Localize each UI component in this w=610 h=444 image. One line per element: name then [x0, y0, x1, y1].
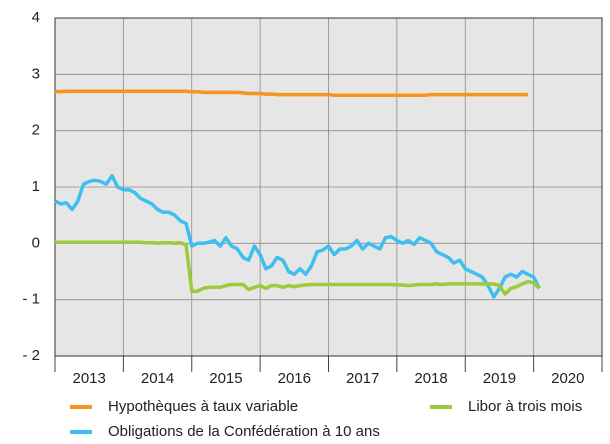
- x-tick-label: 2013: [73, 370, 106, 387]
- y-tick-label: 2: [32, 122, 40, 139]
- series-line: [55, 240, 541, 296]
- x-tick-label: 2018: [414, 370, 447, 387]
- x-tick-label: 2016: [278, 370, 311, 387]
- y-tick-label: 3: [32, 65, 40, 82]
- legend-label: Libor à trois mois: [468, 398, 582, 415]
- x-tick-label: 2017: [346, 370, 379, 387]
- legend-label: Obligations de la Confédération à 10 ans: [108, 423, 380, 440]
- y-tick-label: 4: [32, 9, 40, 26]
- y-tick-label: 0: [32, 234, 40, 251]
- x-tick-label: 2015: [209, 370, 242, 387]
- series-line: [54, 173, 541, 299]
- y-tick-label: - 2: [22, 347, 40, 364]
- plot-border: [54, 17, 603, 357]
- series-line: [54, 89, 528, 97]
- x-tick-label: 2014: [141, 370, 174, 387]
- x-tick-label: 2020: [551, 370, 584, 387]
- x-tick-label: 2019: [483, 370, 516, 387]
- legend-label: Hypothèques à taux variable: [108, 398, 298, 415]
- y-tick-label: 1: [32, 178, 40, 195]
- y-tick-label: - 1: [22, 291, 40, 308]
